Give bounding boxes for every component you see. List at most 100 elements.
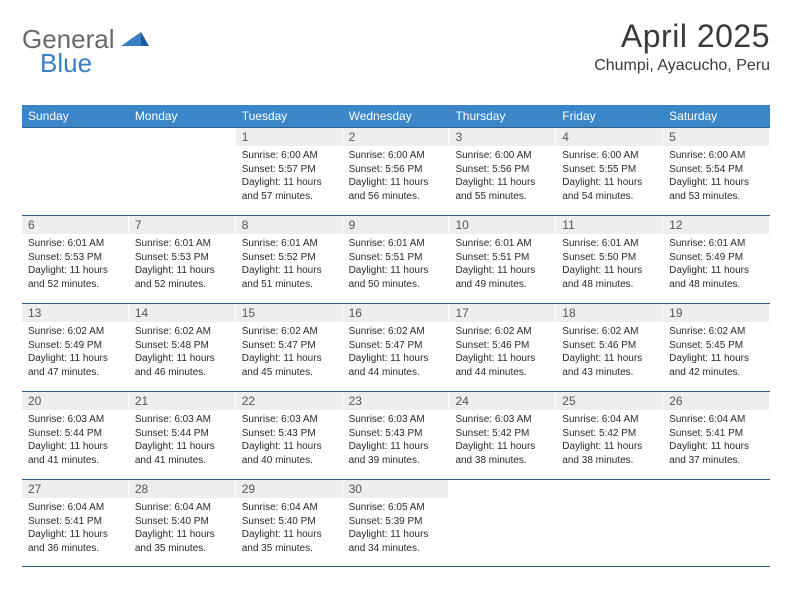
day-number: 12	[663, 216, 769, 234]
day-cell: 12Sunrise: 6:01 AMSunset: 5:49 PMDayligh…	[663, 216, 770, 303]
day-body: Sunrise: 6:01 AMSunset: 5:53 PMDaylight:…	[129, 234, 235, 295]
logo-text-2-wrap: Blue	[40, 48, 92, 79]
day-cell: 25Sunrise: 6:04 AMSunset: 5:42 PMDayligh…	[556, 392, 663, 479]
weeks-container: ..1Sunrise: 6:00 AMSunset: 5:57 PMDaylig…	[22, 127, 770, 567]
title-block: April 2025 Chumpi, Ayacucho, Peru	[594, 18, 770, 75]
day-number: 2	[343, 128, 449, 146]
day-number: 9	[343, 216, 449, 234]
day-cell: 21Sunrise: 6:03 AMSunset: 5:44 PMDayligh…	[129, 392, 236, 479]
day-cell: 4Sunrise: 6:00 AMSunset: 5:55 PMDaylight…	[556, 128, 663, 215]
logo-mark-icon	[121, 28, 149, 53]
calendar: SundayMondayTuesdayWednesdayThursdayFrid…	[22, 105, 770, 567]
day-number: 26	[663, 392, 769, 410]
day-cell: 10Sunrise: 6:01 AMSunset: 5:51 PMDayligh…	[449, 216, 556, 303]
day-number: 8	[236, 216, 342, 234]
day-body: Sunrise: 6:00 AMSunset: 5:54 PMDaylight:…	[663, 146, 769, 207]
day-number: 23	[343, 392, 449, 410]
day-body: Sunrise: 6:04 AMSunset: 5:41 PMDaylight:…	[663, 410, 769, 471]
day-number: 7	[129, 216, 235, 234]
logo-text-2: Blue	[40, 48, 92, 78]
day-cell: .	[449, 480, 556, 566]
day-body: Sunrise: 6:04 AMSunset: 5:40 PMDaylight:…	[236, 498, 342, 559]
day-body: Sunrise: 6:03 AMSunset: 5:43 PMDaylight:…	[343, 410, 449, 471]
day-number: 25	[556, 392, 662, 410]
day-body: Sunrise: 6:02 AMSunset: 5:46 PMDaylight:…	[556, 322, 662, 383]
day-number: 15	[236, 304, 342, 322]
day-body: Sunrise: 6:00 AMSunset: 5:56 PMDaylight:…	[343, 146, 449, 207]
day-cell: 7Sunrise: 6:01 AMSunset: 5:53 PMDaylight…	[129, 216, 236, 303]
day-cell: 30Sunrise: 6:05 AMSunset: 5:39 PMDayligh…	[343, 480, 450, 566]
day-number: 28	[129, 480, 235, 498]
day-body: Sunrise: 6:00 AMSunset: 5:55 PMDaylight:…	[556, 146, 662, 207]
day-cell: 27Sunrise: 6:04 AMSunset: 5:41 PMDayligh…	[22, 480, 129, 566]
day-number: 29	[236, 480, 342, 498]
day-number: 14	[129, 304, 235, 322]
day-body: Sunrise: 6:03 AMSunset: 5:44 PMDaylight:…	[22, 410, 128, 471]
day-body: Sunrise: 6:02 AMSunset: 5:47 PMDaylight:…	[343, 322, 449, 383]
month-title: April 2025	[594, 18, 770, 55]
day-body: Sunrise: 6:02 AMSunset: 5:45 PMDaylight:…	[663, 322, 769, 383]
day-number: 11	[556, 216, 662, 234]
day-body: Sunrise: 6:04 AMSunset: 5:42 PMDaylight:…	[556, 410, 662, 471]
day-number: 30	[343, 480, 449, 498]
day-number: 19	[663, 304, 769, 322]
day-number: 17	[449, 304, 555, 322]
day-body: Sunrise: 6:01 AMSunset: 5:52 PMDaylight:…	[236, 234, 342, 295]
day-body: Sunrise: 6:03 AMSunset: 5:43 PMDaylight:…	[236, 410, 342, 471]
day-number: 5	[663, 128, 769, 146]
weekday-header: Tuesday	[236, 105, 343, 127]
day-cell: 24Sunrise: 6:03 AMSunset: 5:42 PMDayligh…	[449, 392, 556, 479]
day-cell: 3Sunrise: 6:00 AMSunset: 5:56 PMDaylight…	[449, 128, 556, 215]
week-row: 20Sunrise: 6:03 AMSunset: 5:44 PMDayligh…	[22, 391, 770, 479]
day-cell: 6Sunrise: 6:01 AMSunset: 5:53 PMDaylight…	[22, 216, 129, 303]
day-cell: 29Sunrise: 6:04 AMSunset: 5:40 PMDayligh…	[236, 480, 343, 566]
day-cell: 5Sunrise: 6:00 AMSunset: 5:54 PMDaylight…	[663, 128, 770, 215]
day-cell: 11Sunrise: 6:01 AMSunset: 5:50 PMDayligh…	[556, 216, 663, 303]
weekday-header: Saturday	[663, 105, 770, 127]
day-body: Sunrise: 6:01 AMSunset: 5:53 PMDaylight:…	[22, 234, 128, 295]
day-cell: .	[556, 480, 663, 566]
day-cell: 1Sunrise: 6:00 AMSunset: 5:57 PMDaylight…	[236, 128, 343, 215]
day-number: 13	[22, 304, 128, 322]
weekday-header: Friday	[556, 105, 663, 127]
weekday-header-row: SundayMondayTuesdayWednesdayThursdayFrid…	[22, 105, 770, 127]
day-cell: 8Sunrise: 6:01 AMSunset: 5:52 PMDaylight…	[236, 216, 343, 303]
day-body: Sunrise: 6:04 AMSunset: 5:40 PMDaylight:…	[129, 498, 235, 559]
week-row: 6Sunrise: 6:01 AMSunset: 5:53 PMDaylight…	[22, 215, 770, 303]
day-number: 21	[129, 392, 235, 410]
day-cell: .	[129, 128, 236, 215]
day-cell: 23Sunrise: 6:03 AMSunset: 5:43 PMDayligh…	[343, 392, 450, 479]
week-row: ..1Sunrise: 6:00 AMSunset: 5:57 PMDaylig…	[22, 127, 770, 215]
weekday-header: Sunday	[22, 105, 129, 127]
day-number: 16	[343, 304, 449, 322]
day-cell: 14Sunrise: 6:02 AMSunset: 5:48 PMDayligh…	[129, 304, 236, 391]
day-cell: 28Sunrise: 6:04 AMSunset: 5:40 PMDayligh…	[129, 480, 236, 566]
day-cell: 26Sunrise: 6:04 AMSunset: 5:41 PMDayligh…	[663, 392, 770, 479]
location: Chumpi, Ayacucho, Peru	[594, 57, 770, 75]
day-body: Sunrise: 6:03 AMSunset: 5:44 PMDaylight:…	[129, 410, 235, 471]
day-cell: 9Sunrise: 6:01 AMSunset: 5:51 PMDaylight…	[343, 216, 450, 303]
day-number: 6	[22, 216, 128, 234]
day-number: 3	[449, 128, 555, 146]
day-cell: 19Sunrise: 6:02 AMSunset: 5:45 PMDayligh…	[663, 304, 770, 391]
day-cell: 15Sunrise: 6:02 AMSunset: 5:47 PMDayligh…	[236, 304, 343, 391]
day-body: Sunrise: 6:01 AMSunset: 5:50 PMDaylight:…	[556, 234, 662, 295]
day-body: Sunrise: 6:04 AMSunset: 5:41 PMDaylight:…	[22, 498, 128, 559]
day-cell: 16Sunrise: 6:02 AMSunset: 5:47 PMDayligh…	[343, 304, 450, 391]
day-number: 10	[449, 216, 555, 234]
day-body: Sunrise: 6:02 AMSunset: 5:46 PMDaylight:…	[449, 322, 555, 383]
top-row: General April 2025 Chumpi, Ayacucho, Per…	[22, 18, 770, 75]
day-cell: 18Sunrise: 6:02 AMSunset: 5:46 PMDayligh…	[556, 304, 663, 391]
day-body: Sunrise: 6:01 AMSunset: 5:49 PMDaylight:…	[663, 234, 769, 295]
day-number: 22	[236, 392, 342, 410]
week-row: 27Sunrise: 6:04 AMSunset: 5:41 PMDayligh…	[22, 479, 770, 567]
weekday-header: Thursday	[449, 105, 556, 127]
day-cell: 2Sunrise: 6:00 AMSunset: 5:56 PMDaylight…	[343, 128, 450, 215]
day-cell: .	[22, 128, 129, 215]
weekday-header: Monday	[129, 105, 236, 127]
day-body: Sunrise: 6:01 AMSunset: 5:51 PMDaylight:…	[449, 234, 555, 295]
day-body: Sunrise: 6:02 AMSunset: 5:49 PMDaylight:…	[22, 322, 128, 383]
weekday-header: Wednesday	[343, 105, 450, 127]
day-cell: 22Sunrise: 6:03 AMSunset: 5:43 PMDayligh…	[236, 392, 343, 479]
day-number: 24	[449, 392, 555, 410]
